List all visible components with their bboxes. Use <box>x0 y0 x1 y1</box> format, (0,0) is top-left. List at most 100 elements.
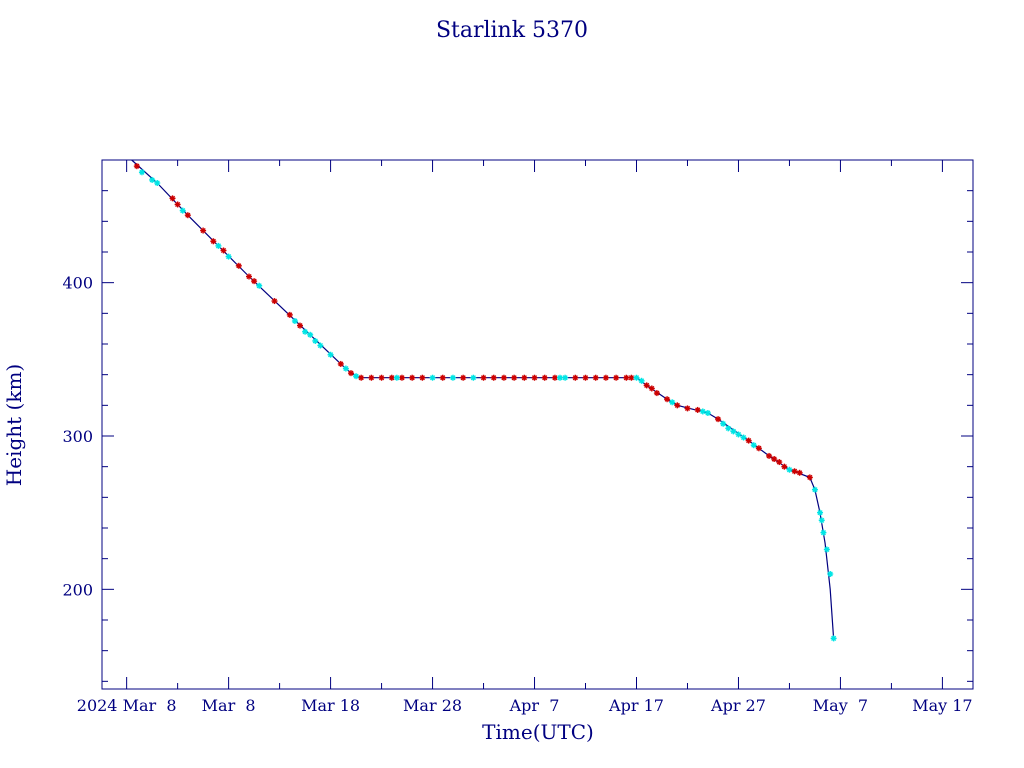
data-point <box>699 408 706 415</box>
data-point <box>557 374 564 381</box>
data-point <box>235 262 242 269</box>
data-point <box>613 374 620 381</box>
data-point <box>684 405 691 412</box>
data-point <box>817 509 824 516</box>
data-point <box>818 517 825 524</box>
data-point <box>827 571 834 577</box>
data-point <box>312 337 319 344</box>
data-point <box>256 282 263 289</box>
data-point <box>296 322 303 329</box>
y-axis-label: Height (km) <box>2 364 26 486</box>
trajectory-line <box>131 159 835 639</box>
data-point <box>409 374 416 381</box>
x-tick-label: May 17 <box>912 696 972 715</box>
data-point <box>628 374 635 381</box>
data-point <box>820 529 827 536</box>
data-point <box>327 351 334 358</box>
data-point <box>653 390 660 397</box>
data-point <box>830 635 837 642</box>
x-axis-ticks: 2024 Mar 8 Mar 8 Mar 18 Mar 28 Apr 7 Apr 17 Ap… <box>77 160 973 715</box>
data-point <box>353 373 360 380</box>
x-tick-label: 2024 Mar 8 <box>77 696 177 715</box>
data-point <box>398 374 405 381</box>
data-point <box>811 486 818 493</box>
data-point <box>669 399 676 406</box>
x-tick-label: Apr 27 <box>710 696 766 715</box>
data-point <box>766 452 773 459</box>
data-point <box>781 463 788 470</box>
data-point <box>378 374 385 381</box>
x-tick-label: Mar 8 <box>202 696 256 715</box>
data-point <box>806 474 813 481</box>
data-point <box>347 370 354 377</box>
data-point <box>776 459 783 466</box>
data-point <box>215 242 222 249</box>
y-tick-label: 200 <box>62 580 93 599</box>
data-point <box>149 176 156 183</box>
data-point <box>720 420 727 427</box>
data-point <box>755 445 762 452</box>
x-tick-label: May 7 <box>813 696 868 715</box>
data-point <box>251 278 258 285</box>
data-point <box>638 377 645 384</box>
data-point <box>823 546 830 553</box>
data-point <box>735 431 742 438</box>
data-point <box>643 382 650 389</box>
data-point <box>429 374 436 381</box>
data-point <box>246 273 253 280</box>
x-tick-label: Apr 17 <box>608 696 664 715</box>
x-axis-label: Time(UTC) <box>482 720 594 744</box>
data-point <box>572 374 579 381</box>
data-point <box>664 396 671 403</box>
data-point <box>715 416 722 423</box>
data-point <box>179 207 186 214</box>
data-point <box>500 374 507 381</box>
data-point <box>592 374 599 381</box>
data-point <box>220 247 227 254</box>
data-point <box>602 374 609 381</box>
data-point <box>291 318 298 324</box>
x-tick-label: Mar 18 <box>301 696 360 715</box>
data-point <box>796 469 803 476</box>
data-point <box>169 195 176 202</box>
data-point <box>337 360 344 367</box>
data-point <box>771 456 778 462</box>
data-point <box>562 374 569 381</box>
data-point <box>225 253 232 260</box>
data-point <box>449 374 456 381</box>
data-point <box>307 331 314 338</box>
data-point <box>791 468 798 475</box>
data-point <box>154 180 161 186</box>
data-point <box>200 227 207 234</box>
data-point <box>694 406 701 413</box>
data-point <box>138 169 145 176</box>
data-point <box>725 425 732 432</box>
data-point <box>271 298 278 305</box>
data-point <box>470 374 477 381</box>
plot-frame <box>101 159 974 690</box>
chart-title: Starlink 5370 <box>436 18 588 43</box>
y-tick-label: 300 <box>62 427 93 446</box>
data-point <box>302 328 309 335</box>
y-tick-label: 400 <box>62 274 93 293</box>
data-point <box>521 374 528 381</box>
x-tick-label: Mar 28 <box>403 696 462 715</box>
data-point <box>740 434 747 441</box>
data-point <box>490 374 497 381</box>
data-point <box>582 374 589 381</box>
data-point <box>317 342 324 349</box>
x-tick-label: Apr 7 <box>509 696 560 715</box>
data-point <box>551 374 558 381</box>
data-point <box>368 374 375 381</box>
data-point <box>184 212 191 219</box>
series-layer <box>131 159 837 642</box>
data-point <box>419 374 426 381</box>
data-point <box>342 365 349 372</box>
data-point <box>133 163 140 170</box>
data-point <box>393 374 400 381</box>
data-point <box>531 374 538 381</box>
data-point <box>388 374 395 381</box>
data-point <box>358 374 365 381</box>
data-point <box>460 374 467 381</box>
